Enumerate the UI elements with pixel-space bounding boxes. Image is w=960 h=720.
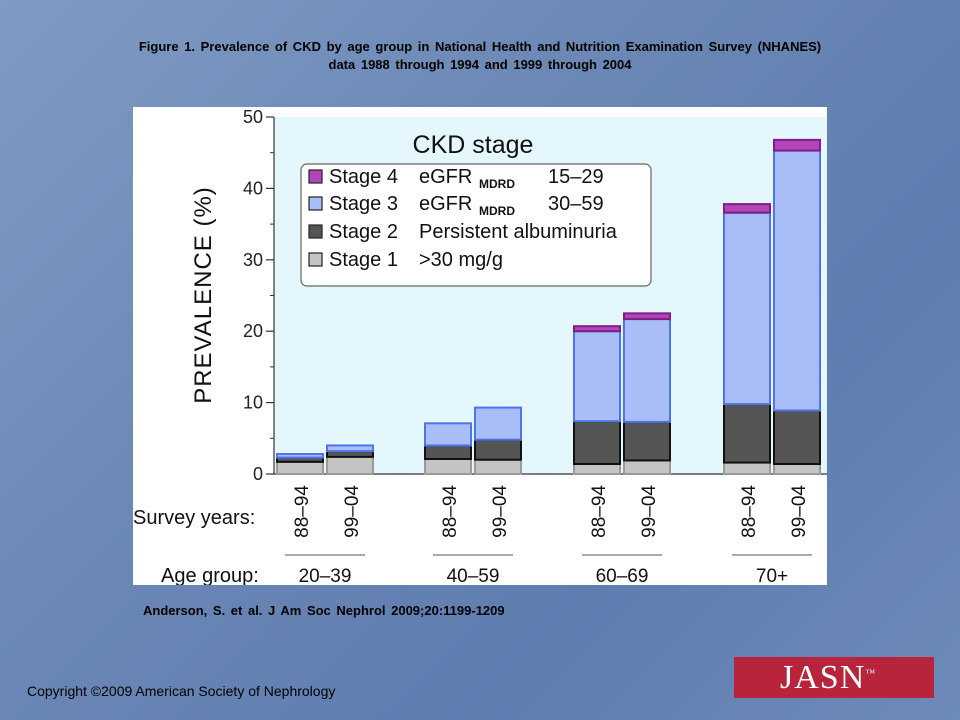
survey-years-tick-label: 88–94 bbox=[739, 485, 760, 538]
bar-stage4-70-8894 bbox=[723, 203, 771, 214]
bar-stage1-6069-8894 bbox=[573, 463, 621, 475]
citation: Anderson, S. et al. J Am Soc Nephrol 200… bbox=[143, 603, 505, 618]
age-group-label: 40–59 bbox=[447, 566, 500, 585]
legend-definition: eGFR bbox=[419, 166, 472, 188]
bar-stage3-6069-9904 bbox=[623, 318, 671, 423]
bar-stage4-6069-9904 bbox=[623, 312, 671, 321]
bar-stage1-70-9904 bbox=[773, 463, 821, 475]
legend-stage-label: Stage 3 bbox=[329, 193, 398, 215]
bar-stage1-70-8894 bbox=[723, 461, 771, 475]
bar-stage4-70-9904 bbox=[773, 138, 821, 152]
ckd-prevalence-chart: 0 10 20 30 40 50 PREVALENCE (%) 88–94 99–04 20–39… bbox=[133, 107, 827, 585]
legend-range: 15–29 bbox=[548, 166, 604, 188]
bar-stage3-70-8894 bbox=[723, 211, 771, 406]
bar-stage1-6069-9904 bbox=[623, 459, 671, 475]
survey-years-tick-label: 99–04 bbox=[789, 485, 810, 538]
survey-years-tick-label: 88–94 bbox=[292, 485, 313, 538]
jasn-logo-text: JASN bbox=[780, 659, 866, 696]
legend-range: 30–59 bbox=[548, 193, 604, 215]
y-tick-label: 20 bbox=[243, 321, 263, 341]
legend-swatch bbox=[308, 169, 323, 184]
slide-title-line-1: Figure 1. Prevalence of CKD by age group… bbox=[138, 39, 822, 54]
bar-stage3-4059-8894 bbox=[424, 422, 472, 447]
bar-stage3-6069-8894 bbox=[573, 330, 621, 423]
y-tick-label: 30 bbox=[243, 250, 263, 270]
y-tick-label: 40 bbox=[243, 178, 263, 198]
survey-years-row-label: Survey years: bbox=[133, 507, 255, 529]
bar-stage3-70-9904 bbox=[773, 149, 821, 412]
jasn-logo: JASN™ bbox=[734, 657, 934, 698]
bar-stage3-2039-8894 bbox=[276, 453, 324, 459]
survey-years-tick-label: 99–04 bbox=[342, 485, 363, 538]
bar-stage3-2039-9904 bbox=[326, 444, 374, 453]
slide-title: Figure 1. Prevalence of CKD by age group… bbox=[20, 38, 940, 74]
bar-stage2-6069-8894 bbox=[573, 420, 621, 466]
legend-swatch bbox=[308, 196, 323, 211]
legend-swatch bbox=[308, 252, 323, 267]
legend-title: CKD stage bbox=[413, 131, 534, 159]
legend-definition-subscript: MDRD bbox=[479, 177, 515, 191]
legend-definition: Persistent albuminuria bbox=[419, 221, 618, 243]
bar-stage1-4059-9904 bbox=[474, 458, 522, 476]
legend-box bbox=[300, 163, 652, 287]
legend-stage-label: Stage 1 bbox=[329, 249, 398, 271]
legend-stage-label: Stage 2 bbox=[329, 221, 398, 243]
bar-stage4-6069-8894 bbox=[573, 325, 621, 333]
bar-stage2-4059-9904 bbox=[474, 438, 522, 461]
y-axis-label: PREVALENCE (%) bbox=[190, 186, 217, 404]
copyright-notice: Copyright ©2009 American Society of Neph… bbox=[27, 683, 336, 699]
chart-panel: 0 10 20 30 40 50 PREVALENCE (%) 88–94 99–04 20–39… bbox=[133, 107, 827, 585]
bar-stage2-4059-8894 bbox=[424, 444, 472, 461]
survey-years-tick-label: 88–94 bbox=[589, 485, 610, 538]
age-group-row-label: Age group: bbox=[161, 565, 259, 585]
age-group-label: 60–69 bbox=[596, 566, 649, 585]
age-group-label: 20–39 bbox=[299, 566, 352, 585]
bar-stage2-70-9904 bbox=[773, 409, 821, 466]
y-tick-label: 50 bbox=[243, 107, 263, 127]
slide-title-line-2: data 1988 through 1994 and 1999 through … bbox=[328, 57, 632, 72]
bar-stage3-4059-9904 bbox=[474, 406, 522, 441]
legend-definition-subscript: MDRD bbox=[479, 204, 515, 218]
age-group-label: 70+ bbox=[756, 566, 788, 585]
bar-stage2-70-8894 bbox=[723, 403, 771, 464]
legend-definition: eGFR bbox=[419, 193, 472, 215]
bar-stage1-2039-8894 bbox=[276, 460, 324, 475]
bar-stage1-4059-8894 bbox=[424, 458, 472, 476]
legend-swatch bbox=[308, 224, 323, 239]
bar-stage1-2039-9904 bbox=[326, 455, 374, 476]
survey-years-tick-label: 99–04 bbox=[639, 485, 660, 538]
y-tick-label: 0 bbox=[253, 464, 263, 484]
survey-years-tick-label: 88–94 bbox=[440, 485, 461, 538]
survey-years-tick-label: 99–04 bbox=[490, 485, 511, 538]
jasn-logo-tm: ™ bbox=[865, 668, 877, 679]
y-tick-label: 10 bbox=[243, 393, 263, 413]
legend-stage-label: Stage 4 bbox=[329, 166, 398, 188]
legend-definition: >30 mg/g bbox=[419, 249, 503, 271]
bar-stage2-6069-9904 bbox=[623, 420, 671, 462]
